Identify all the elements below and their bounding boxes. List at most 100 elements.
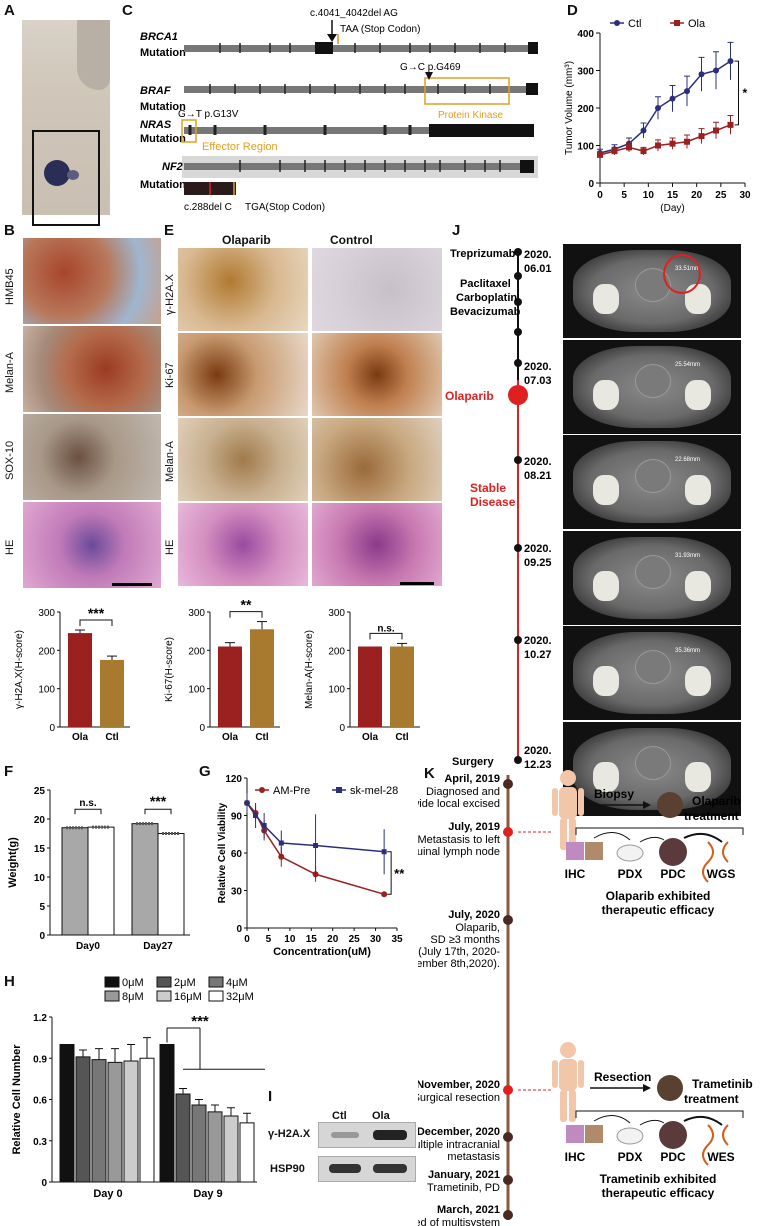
k-efficacy-1: Trametinib exhibited	[600, 1172, 717, 1186]
ct-scan-image: 31.93mm	[563, 530, 741, 625]
g-xtick: 30	[370, 934, 382, 945]
E3-bar	[390, 646, 414, 727]
d-point	[669, 95, 676, 102]
k-event-line: November 8th,2020).	[418, 958, 500, 970]
j-treat-3: Bevacizumab	[450, 306, 521, 318]
h-ytick: 0.3	[33, 1137, 47, 1148]
ct-scan-image: 33.51mm	[563, 244, 741, 338]
k-event-dot	[503, 1210, 513, 1220]
E1-ytick: 300	[38, 608, 55, 619]
k-event-dot	[503, 1085, 513, 1095]
g-legend: sk-mel-28	[350, 785, 398, 797]
E3-ytick: 0	[339, 723, 345, 734]
nras-note-top: G→T p.G13V	[178, 109, 239, 120]
k-event-line: Surgical resection	[418, 1092, 500, 1104]
d-xtick: 25	[715, 190, 727, 201]
g-point	[381, 891, 388, 898]
brca1-note-right: TAA (Stop Codon)	[340, 24, 420, 35]
g-xlabel: Concentration(uM)	[273, 946, 371, 958]
h-bar	[59, 1044, 75, 1183]
k-event-line: metastasis	[447, 1151, 500, 1163]
E1-bar	[100, 659, 124, 727]
g-xtick: 5	[266, 934, 272, 945]
h-xtick: Day 0	[93, 1188, 122, 1200]
e-olaparib-he	[178, 503, 308, 586]
k-efficacy-1: Olaparib exhibited	[606, 889, 711, 903]
k-ihc-image	[585, 1125, 603, 1143]
g-point	[244, 800, 250, 806]
he-image-b	[23, 502, 161, 588]
h-ytick: 1.2	[33, 1013, 47, 1024]
ihc-sox10-image	[23, 414, 161, 500]
E3-annotation: n.s.	[377, 623, 394, 634]
g-xtick: 25	[349, 934, 361, 945]
chart-e1-gh2ax-hscore: 0 100 200 300 γ-H2A.X(H-score) Ola Ctl ***	[14, 605, 130, 743]
f-xtick: Day27	[143, 941, 173, 952]
d-point	[655, 105, 661, 111]
g-ytick: 30	[231, 887, 243, 898]
d-point	[713, 127, 719, 134]
k-arrow	[593, 1115, 631, 1124]
d-legend: Ola	[688, 18, 706, 30]
E3-bar	[358, 646, 382, 727]
d-xtick: 20	[691, 190, 703, 201]
chart-e3-melana-hscore: 0 100 200 300 Melan-A(H-score) Ola Ctl n.s.	[304, 608, 420, 743]
ct-scan-image	[563, 721, 741, 816]
d-annotation: *	[743, 86, 748, 100]
E2-bar	[250, 629, 274, 727]
E1-ytick: 200	[38, 646, 55, 657]
ct-measurement: 31.93mm	[675, 552, 701, 559]
blot-hsp90	[318, 1156, 416, 1182]
k-event-line: wide local excised	[418, 798, 500, 810]
d-ytick: 200	[577, 104, 594, 115]
i-col-ola: Ola	[372, 1110, 390, 1122]
g-ytick: 120	[225, 774, 242, 785]
panel-label-c: C	[122, 2, 133, 19]
e-control-melan-a	[312, 418, 442, 501]
g-xtick: 35	[391, 934, 403, 945]
E1-xtick: Ctl	[105, 732, 119, 743]
panel-label-i: I	[268, 1088, 273, 1105]
k-arrow	[639, 1119, 665, 1126]
k-event-title: January, 2021	[428, 1169, 500, 1181]
g-point	[253, 813, 259, 818]
panel-label-h: H	[4, 973, 15, 990]
k-flow-label: PDX	[618, 867, 643, 881]
f-ytick: 20	[34, 815, 46, 826]
E2-ytick: 300	[188, 608, 205, 619]
g-point	[313, 843, 319, 848]
k-cell-icon	[659, 1121, 687, 1149]
svg-text:12.23: 12.23	[524, 759, 552, 770]
k-event-line: Multiple intracranial	[418, 1139, 500, 1151]
g-annotation: **	[394, 866, 405, 881]
E2-annotation: **	[241, 600, 252, 613]
svg-text:10.27: 10.27	[524, 649, 552, 661]
k-tissue-icon	[657, 792, 683, 818]
col-label-olaparib: Olaparib	[222, 233, 271, 247]
h-bar	[239, 1122, 255, 1183]
h-bar	[107, 1061, 123, 1183]
E1-xtick: Ola	[72, 732, 89, 743]
k-treat-2: treatment	[684, 1092, 739, 1106]
k-procedure: Biopsy	[594, 787, 634, 801]
lesion-box	[32, 130, 100, 226]
d-xtick: 10	[643, 190, 655, 201]
E2-ytick: 100	[188, 685, 205, 696]
h-legend: 2μM	[174, 977, 196, 989]
k-tissue-icon	[657, 1075, 683, 1101]
d-ytick: 100	[577, 142, 594, 153]
k-flow-label: PDX	[618, 1150, 643, 1164]
d-xtick: 15	[667, 190, 679, 201]
g-xtick: 0	[244, 934, 250, 945]
svg-text:2020.: 2020.	[524, 635, 552, 647]
E2-xtick: Ctl	[255, 732, 269, 743]
f-ytick: 5	[39, 902, 45, 913]
d-point	[684, 88, 690, 95]
g-ytick: 90	[231, 812, 243, 823]
h-legend-swatch	[208, 990, 224, 1002]
e-olaparib-melan-a	[178, 418, 308, 501]
scale-bar-e	[400, 582, 434, 585]
d-ytick: 400	[577, 29, 594, 40]
k-treat-1: Olaparib	[692, 794, 741, 808]
